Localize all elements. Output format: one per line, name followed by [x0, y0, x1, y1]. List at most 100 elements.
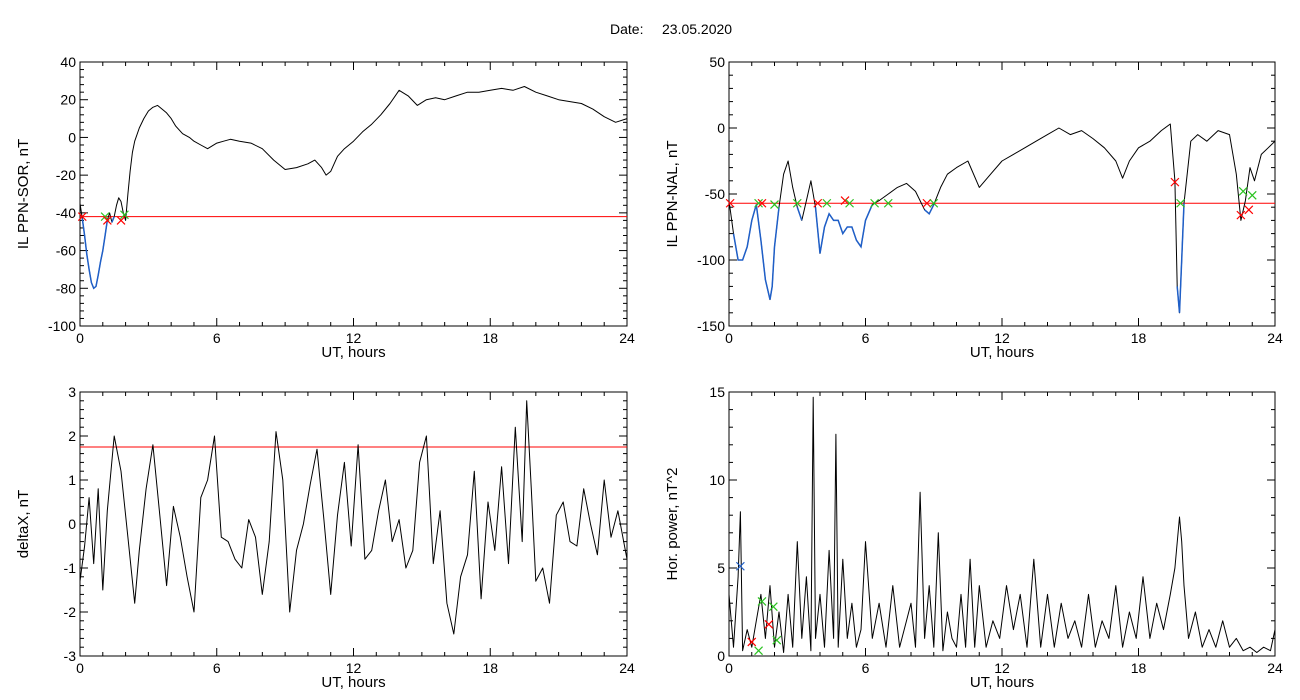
plot-frame	[728, 61, 1276, 327]
below-threshold-segment	[81, 218, 109, 290]
y-axis-label: IL PPN-SOR, nT	[15, 139, 32, 249]
y-tick-label: -40	[56, 205, 76, 221]
marker-green	[1176, 198, 1186, 208]
y-tick-label: 20	[60, 92, 76, 108]
y-axis-label: IL PPN-NAL, nT	[664, 141, 681, 248]
marker-red	[116, 215, 126, 225]
below-threshold-segment	[111, 216, 115, 223]
y-tick-label: -80	[56, 280, 76, 296]
marker-green	[792, 198, 802, 208]
x-tick-label: 12	[994, 330, 1010, 346]
marker-green	[883, 198, 893, 208]
y-tick-label: 0	[717, 120, 725, 136]
x-tick-label: 12	[994, 660, 1010, 676]
y-tick-label: -2	[64, 604, 77, 620]
chart-panel-4: 0 6 12 18 24 UT, hours 0 5 10 15 Hor. power, nT^2	[664, 384, 1283, 691]
y-tick-label: -1	[64, 560, 77, 576]
below-threshold-segment	[924, 204, 935, 216]
marker-green	[1247, 190, 1257, 200]
marker-red	[1170, 177, 1180, 187]
marker-red	[813, 198, 823, 208]
marker-red	[764, 619, 774, 629]
x-tick-label: 18	[1131, 660, 1147, 676]
series-line	[79, 86, 628, 289]
y-tick-label: 10	[709, 472, 725, 488]
y-tick-label: 50	[709, 54, 725, 70]
x-tick-label: 6	[862, 660, 870, 676]
plot-frame	[79, 61, 628, 327]
marker-green	[757, 597, 767, 606]
marker-red	[1236, 210, 1246, 220]
y-axis-label: Hor. power, nT^2	[664, 468, 681, 581]
x-tick-label: 0	[725, 330, 733, 346]
x-axis-label: UT, hours	[321, 344, 385, 361]
x-axis-label: UT, hours	[970, 344, 1034, 361]
marker-red	[1244, 205, 1254, 215]
y-axis-label: deltaX, nT	[15, 490, 32, 558]
y-tick-label: 5	[717, 560, 725, 576]
marker-green	[845, 198, 854, 208]
series-line	[728, 396, 1276, 653]
y-tick-label: -100	[48, 318, 76, 334]
marker-red	[77, 212, 87, 222]
x-tick-label: 18	[1131, 330, 1147, 346]
below-threshold-segment	[796, 206, 803, 221]
marker-red	[102, 215, 112, 225]
x-tick-label: 18	[482, 330, 498, 346]
plot-frame	[79, 391, 628, 657]
y-tick-label: -60	[56, 243, 76, 259]
y-tick-label: 0	[68, 129, 76, 145]
y-tick-label: -150	[697, 318, 725, 334]
chart-panel-2: 0 6 12 18 24 UT, hours -150 -100 -50 0 50 IL PPN-NA…	[664, 54, 1283, 361]
marker-green	[768, 602, 778, 612]
marker-red	[757, 198, 767, 208]
y-tick-label: 0	[717, 648, 725, 664]
x-tick-label: 24	[619, 660, 635, 676]
x-tick-label: 0	[725, 660, 733, 676]
series-line	[79, 400, 628, 635]
y-tick-label: 3	[68, 384, 76, 400]
marker-green	[120, 210, 129, 220]
y-tick-label: 1	[68, 472, 76, 488]
x-axis-label: UT, hours	[970, 674, 1034, 691]
marker-green	[772, 635, 782, 645]
below-threshold-segment	[814, 204, 873, 254]
x-tick-label: 24	[1267, 330, 1283, 346]
y-tick-label: -50	[705, 186, 725, 202]
marker-green	[822, 198, 832, 208]
x-tick-label: 12	[346, 330, 362, 346]
marker-green	[929, 198, 939, 208]
marker-green	[1238, 186, 1248, 196]
marker-green	[754, 646, 763, 656]
y-tick-label: 40	[60, 54, 76, 70]
y-tick-label: -20	[56, 167, 76, 183]
marker-red	[840, 196, 850, 206]
y-tick-label: 0	[68, 516, 76, 532]
y-tick-label: 15	[709, 384, 725, 400]
x-tick-label: 24	[1267, 660, 1283, 676]
marker-green	[754, 198, 763, 208]
marker-red	[747, 637, 757, 647]
y-tick-label: 2	[68, 428, 76, 444]
marker-blue	[735, 561, 745, 571]
y-tick-label: -100	[697, 252, 725, 268]
date-value: 23.05.2020	[662, 21, 732, 37]
marker-green	[770, 200, 779, 209]
x-tick-label: 6	[862, 330, 870, 346]
chart-panel-1: 0 6 12 18 24 UT, hours -100 -80 -60 -40 -20 0 20 40 IL…	[15, 54, 635, 361]
x-tick-label: 6	[213, 330, 221, 346]
x-tick-label: 0	[76, 330, 84, 346]
marker-red	[725, 198, 735, 208]
x-tick-label: 18	[482, 660, 498, 676]
x-axis-label: UT, hours	[321, 674, 385, 691]
y-tick-label: -3	[64, 648, 77, 664]
series-line	[728, 123, 1276, 314]
x-tick-label: 24	[619, 330, 635, 346]
marker-red	[922, 198, 932, 208]
x-tick-label: 12	[346, 660, 362, 676]
below-threshold-segment	[732, 204, 780, 300]
x-tick-label: 6	[213, 660, 221, 676]
